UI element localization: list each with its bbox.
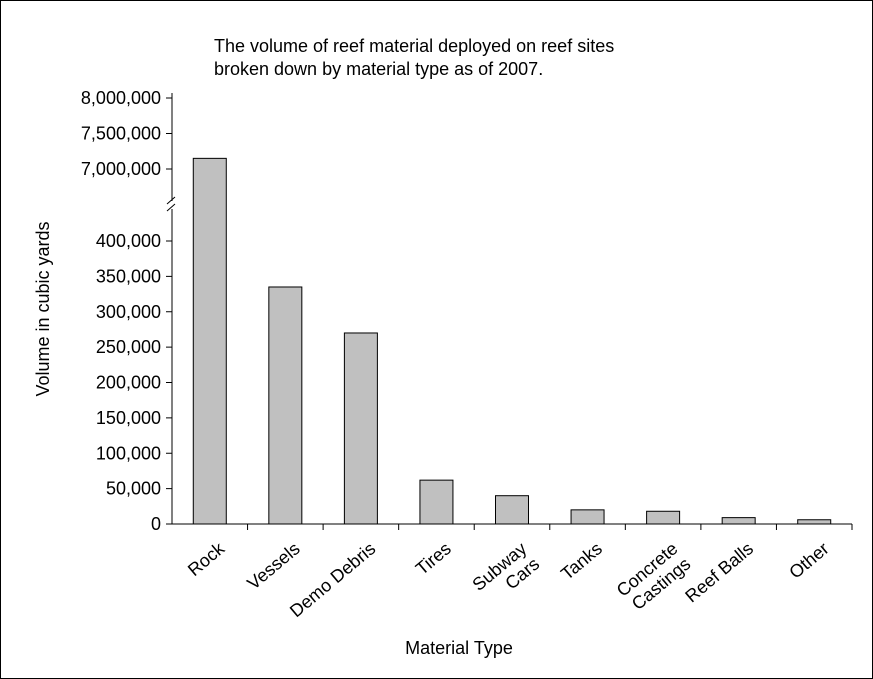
bar	[721, 517, 756, 525]
x-tick-label-group: Rock	[184, 538, 229, 580]
bar	[570, 509, 605, 525]
x-tick-label-group: Other	[785, 538, 832, 582]
x-tick-label-group: Tanks	[557, 538, 606, 584]
chart-title: The volume of reef material deployed on …	[214, 36, 614, 79]
x-tick-label: Reef Balls	[681, 538, 757, 606]
x-tick-label: Other	[785, 538, 832, 582]
axis-break-mark	[166, 203, 176, 212]
y-tick-label: 0	[151, 514, 161, 534]
bar	[495, 495, 529, 525]
x-tick-label-group: Tires	[412, 538, 455, 579]
y-tick-label: 150,000	[96, 408, 161, 428]
y-tick-label: 350,000	[96, 266, 161, 286]
y-axis-label: Volume in cubic yards	[33, 221, 53, 396]
bar	[797, 519, 832, 525]
y-tick-label: 300,000	[96, 302, 161, 322]
bar	[268, 286, 303, 525]
bar	[646, 510, 681, 525]
axis-break-mark	[166, 196, 176, 205]
chart-title-line-2: broken down by material type as of 2007.	[214, 59, 543, 79]
y-tick-label: 7,500,000	[81, 124, 161, 144]
chart-title-line-1: The volume of reef material deployed on …	[214, 36, 614, 56]
bars	[192, 157, 832, 525]
x-axis-label: Material Type	[405, 638, 513, 658]
y-tick-label: 7,000,000	[81, 159, 161, 179]
x-tick-label: Tanks	[557, 538, 606, 584]
y-tick-labels: 0 50,000 100,000 150,000 200,000 250,000 300,0…	[81, 88, 161, 534]
y-tick-label: 8,000,000	[81, 88, 161, 108]
y-tick-label: 100,000	[96, 443, 161, 463]
x-tick-label: Rock	[184, 538, 229, 580]
x-tick-label: Vessels	[243, 538, 303, 593]
y-tick-label: 400,000	[96, 231, 161, 251]
y-tick-label: 250,000	[96, 337, 161, 357]
bar	[192, 157, 227, 525]
x-tick-label-group: Vessels	[243, 538, 303, 593]
bar	[419, 479, 454, 525]
y-tick-label: 200,000	[96, 373, 161, 393]
x-tick-label: Tires	[412, 538, 455, 579]
y-tick-label: 50,000	[106, 479, 161, 499]
x-tick-label-group: Reef Balls	[681, 538, 757, 606]
bar	[343, 332, 378, 525]
